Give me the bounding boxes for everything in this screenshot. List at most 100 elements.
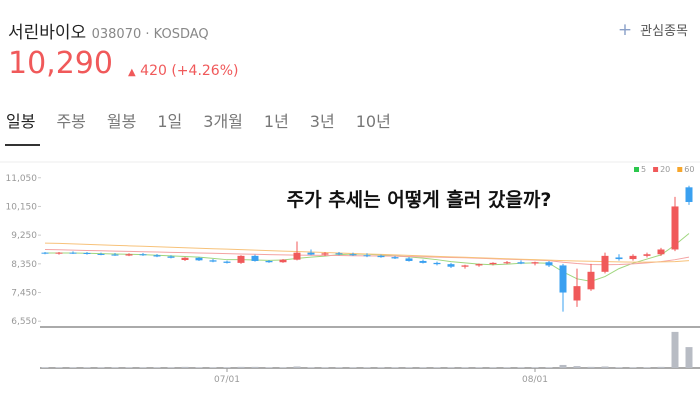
moving-average-line: [44, 242, 690, 263]
candle-body: [657, 249, 665, 255]
watch-button[interactable]: + 관심종목: [618, 20, 688, 40]
legend-label: 5: [641, 165, 646, 174]
volume-bar: [489, 367, 497, 368]
candle-body: [489, 262, 497, 265]
x-tick-label: 08/01: [522, 375, 548, 385]
candle-body: [293, 252, 301, 260]
candle-body: [685, 187, 693, 202]
volume-bar: [363, 367, 371, 368]
candle-body: [503, 262, 511, 264]
volume-bar: [475, 367, 483, 368]
volume-bar: [251, 366, 259, 368]
volume-bar: [559, 364, 567, 368]
volume-bar: [223, 367, 231, 368]
tab[interactable]: 1일: [157, 112, 183, 131]
candle-body: [279, 259, 287, 263]
tab[interactable]: 1년: [263, 112, 289, 131]
volume-bar: [685, 347, 693, 368]
candle-body: [55, 252, 63, 254]
volume-bar: [629, 367, 637, 368]
candle-body: [405, 258, 413, 261]
volume-bar: [531, 367, 539, 368]
candle-body: [307, 252, 315, 255]
volume-bar: [139, 367, 147, 368]
volume-bar: [153, 367, 161, 368]
candle-body: [461, 265, 469, 267]
candle-body: [265, 260, 273, 263]
volume-bar: [209, 367, 217, 368]
candle-body: [531, 262, 539, 264]
change-pct: (+4.26%): [171, 63, 239, 79]
tab[interactable]: 주봉: [56, 112, 86, 131]
candle-body: [643, 254, 651, 256]
tab[interactable]: 3개월: [203, 112, 243, 131]
candle-body: [195, 257, 203, 261]
volume-bar: [643, 367, 651, 368]
stock-code: 038070: [91, 27, 142, 42]
volume-bar: [195, 367, 203, 368]
tab[interactable]: 3년: [309, 112, 335, 131]
volume-bar: [419, 367, 427, 368]
candle-body: [545, 262, 553, 266]
volume-bar: [573, 366, 581, 368]
candle-body: [573, 286, 581, 301]
volume-bar: [307, 367, 315, 368]
candle-body: [559, 265, 567, 293]
volume-bar: [69, 367, 77, 368]
candle-body: [69, 252, 77, 254]
volume-bar: [41, 367, 49, 368]
up-arrow: ▲: [128, 67, 136, 78]
volume-bar: [167, 367, 175, 368]
change-value: 420: [140, 63, 167, 79]
volume-bar: [279, 367, 287, 368]
header: 서린바이오 038070 · KOSDAQ: [8, 18, 209, 43]
legend-swatch: [653, 167, 659, 172]
candle-body: [41, 252, 49, 254]
volume-bar: [237, 366, 245, 368]
volume-bar: [461, 367, 469, 368]
volume-bar: [55, 367, 63, 368]
candle-body: [111, 254, 119, 256]
legend-label: 20: [660, 165, 670, 174]
candle-body: [475, 264, 483, 266]
candle-body: [251, 255, 259, 261]
candle-body: [237, 255, 245, 263]
candle-body: [363, 255, 371, 257]
price: 10,290: [8, 46, 113, 81]
annotation: 주가 추세는 어떻게 흘러 갔을까?: [287, 188, 552, 211]
stock-name: 서린바이오: [8, 23, 87, 43]
y-tick-label: 7,450: [11, 289, 37, 299]
candle-body: [139, 254, 147, 256]
candle-body: [601, 255, 609, 272]
x-tick-label: 07/01: [214, 375, 240, 385]
change: ▲ 420 (+4.26%): [128, 63, 238, 79]
market: KOSDAQ: [153, 27, 209, 42]
volume-bar: [83, 367, 91, 368]
volume-bar: [657, 366, 665, 368]
tab-underline: [5, 144, 40, 146]
volume-bar: [503, 367, 511, 368]
tab[interactable]: 월봉: [106, 112, 137, 131]
candle-body: [153, 255, 161, 257]
volume-bar: [601, 366, 609, 368]
candle-body: [83, 252, 91, 254]
volume-bar: [335, 367, 343, 368]
y-tick-label: 10,150: [6, 202, 38, 212]
separator: ·: [141, 27, 154, 42]
candle-body: [125, 254, 133, 256]
tab[interactable]: 일봉: [6, 112, 36, 131]
volume-bar: [433, 367, 441, 368]
tab[interactable]: 10년: [355, 112, 391, 131]
candle-body: [615, 257, 623, 260]
volume-bar: [265, 367, 273, 368]
candle-body: [433, 262, 441, 265]
candle-body: [349, 254, 357, 256]
plus-icon: +: [617, 20, 633, 40]
tabs: 일봉 주봉 월봉 1일 3개월 1년 3년 10년: [6, 108, 412, 132]
candle-body: [181, 257, 189, 261]
candle-body: [419, 260, 427, 263]
volume-bar: [545, 367, 553, 368]
y-tick-label: 6,550: [11, 317, 37, 327]
candle-body: [209, 260, 217, 262]
